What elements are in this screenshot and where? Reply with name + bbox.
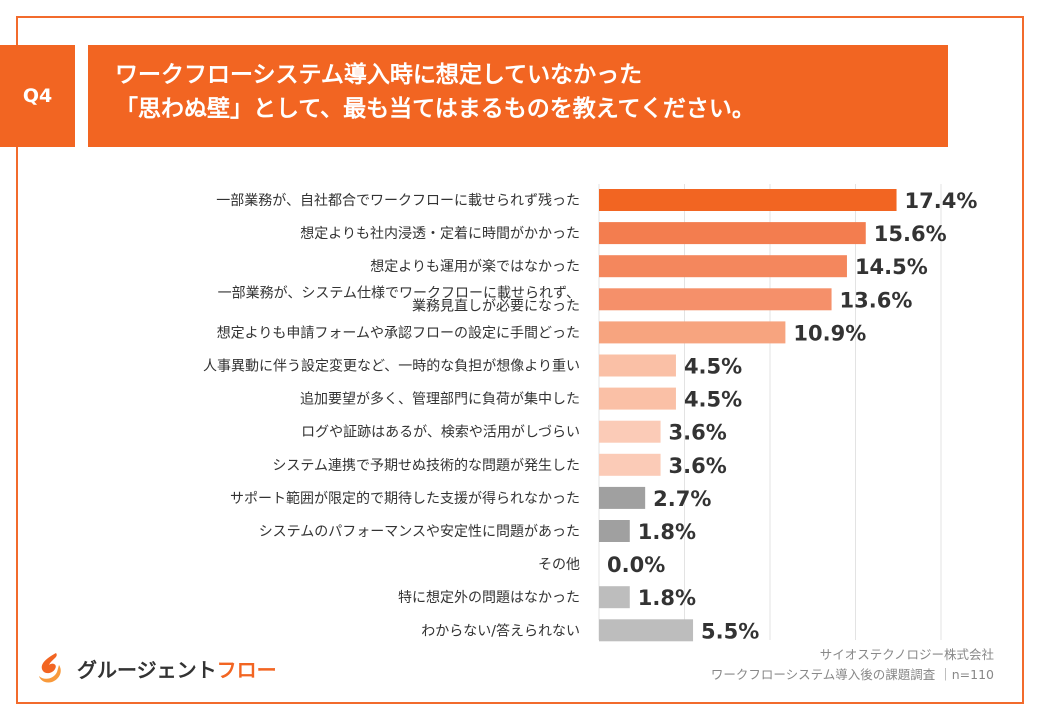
source-note: サイオステクノロジー株式会社 ワークフローシステム導入後の課題調査 ｜n=110	[711, 645, 994, 685]
flame-logo-icon	[39, 653, 61, 683]
logo-text: グルージェントフロー	[77, 654, 277, 683]
category-label-4: 想定よりも申請フォームや承認フローの設定に手間どった	[217, 325, 580, 341]
bar-12	[599, 586, 630, 609]
value-label-0: 17.4%	[905, 189, 978, 213]
value-label-5: 4.5%	[684, 355, 742, 379]
category-label-1: 一部業務が、システム仕様でワークフローに載せられず、業務見直しが必要になった	[218, 285, 580, 314]
question-label: Q4	[0, 45, 75, 147]
value-label-8: 3.6%	[669, 454, 727, 478]
value-label-4: 10.9%	[793, 321, 866, 345]
category-label-6: 追加要望が多く、管理部門に負荷が集中した	[300, 391, 580, 408]
bar-0	[599, 189, 897, 211]
value-label-1: 13.6%	[840, 288, 913, 312]
bar-6	[599, 387, 676, 410]
logo-text-accent: フロー	[216, 657, 277, 682]
category-label-2: 想定よりも社内浸透・定着に時間がかかった	[300, 226, 580, 242]
category-label-13: わからない/答えられない	[421, 622, 580, 639]
bar-2	[599, 222, 866, 245]
bar-1	[599, 288, 832, 311]
value-label-11: 0.0%	[607, 553, 665, 577]
value-label-9: 2.7%	[653, 487, 711, 511]
category-label-9: サポート範囲が限定的で期待した支援が得られなかった	[230, 490, 580, 507]
bar-10	[599, 520, 630, 542]
category-label-11: その他	[538, 557, 580, 573]
value-label-7: 3.6%	[669, 421, 727, 445]
value-label-2: 15.6%	[874, 222, 947, 246]
bar-7	[599, 420, 661, 443]
category-label-10: システムのパフォーマンスや安定性に問題があった	[259, 524, 580, 540]
question-title: ワークフローシステム導入時に想定していなかった 「思わぬ壁」として、最も当てはま…	[88, 45, 948, 147]
category-label-0: 一部業務が、自社都合でワークフローに載せられず残った	[216, 193, 580, 209]
brand-logo: グルージェントフロー	[35, 651, 277, 685]
category-label-8: システム連携で予期せぬ技術的な問題が発生した	[272, 458, 580, 474]
bar-13	[599, 619, 694, 642]
bar-3	[599, 255, 847, 278]
value-label-10: 1.8%	[638, 520, 696, 544]
category-label-12: 特に想定外の問題はなかった	[398, 590, 580, 606]
source-survey: ワークフローシステム導入後の課題調査 ｜n=110	[710, 667, 994, 682]
title-line-1: ワークフローシステム導入時に想定していなかった	[115, 62, 643, 88]
bar-9	[599, 486, 646, 509]
value-label-13: 5.5%	[701, 619, 759, 643]
bar-8	[599, 453, 661, 476]
logo-text-main: グルージェント	[77, 657, 217, 682]
value-label-6: 4.5%	[684, 388, 742, 412]
bar-4	[599, 321, 786, 344]
category-label-3: 想定よりも運用が楽ではなかった	[370, 259, 580, 275]
category-label-5: 人事異動に伴う設定変更など、一時的な負担が想像より重い	[203, 358, 580, 375]
value-label-3: 14.5%	[855, 255, 928, 279]
bar-5	[599, 354, 676, 377]
category-label-7: ログや証跡はあるが、検索や活用がしづらい	[301, 424, 580, 441]
source-company: サイオステクノロジー株式会社	[819, 647, 994, 662]
title-line-2: 「思わぬ壁」として、最も当てはまるものを教えてください。	[115, 96, 755, 122]
value-label-12: 1.8%	[638, 586, 696, 610]
